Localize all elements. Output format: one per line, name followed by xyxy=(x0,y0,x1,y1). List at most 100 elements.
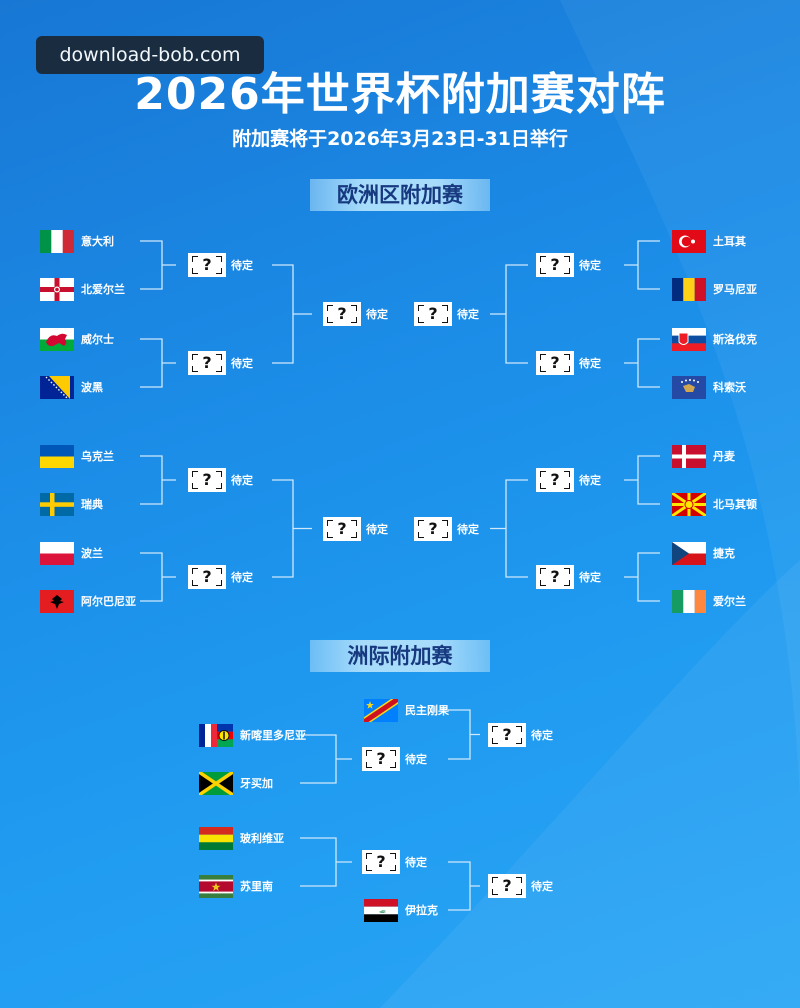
question-mark: ? xyxy=(550,353,560,372)
corner-mark xyxy=(216,471,222,477)
pending-match-winner: ? 待定 xyxy=(362,850,427,874)
team-name: 波黑 xyxy=(81,381,103,394)
corner-mark xyxy=(192,568,198,574)
corner-mark xyxy=(327,305,333,311)
corner-mark xyxy=(192,366,198,372)
unknown-team-icon: ? xyxy=(362,747,400,771)
bracket-connector xyxy=(624,455,660,505)
pending-label: 待定 xyxy=(531,729,553,742)
team-name: 意大利 xyxy=(81,235,114,248)
suriname-flag-icon xyxy=(199,874,233,898)
team-entry: 民主刚果 xyxy=(364,698,449,722)
page-title: 2026年世界杯附加赛对阵 xyxy=(134,69,666,120)
corner-mark xyxy=(516,877,522,883)
corner-mark xyxy=(564,354,570,360)
team-name: 北爱尔兰 xyxy=(81,283,125,296)
bracket-connector xyxy=(272,479,312,578)
unknown-team-icon: ? xyxy=(362,850,400,874)
corner-mark xyxy=(418,317,424,323)
team-entry: 丹麦 xyxy=(672,444,735,468)
question-mark: ? xyxy=(202,470,212,489)
team-name: 捷克 xyxy=(713,547,735,560)
question-mark: ? xyxy=(550,567,560,586)
team-name: 新喀里多尼亚 xyxy=(240,729,306,742)
north-macedonia-flag-icon xyxy=(672,492,706,516)
bracket-connector xyxy=(490,264,528,364)
team-name: 阿尔巴尼亚 xyxy=(81,595,136,608)
corner-mark xyxy=(192,483,198,489)
corner-mark xyxy=(540,354,546,360)
corner-mark xyxy=(192,256,198,262)
czech-flag-icon xyxy=(672,541,706,565)
pending-match-winner: ? 待定 xyxy=(536,253,601,277)
corner-mark xyxy=(390,750,396,756)
watermark: download-bob.com xyxy=(36,36,264,74)
corner-mark xyxy=(390,762,396,768)
unknown-team-icon: ? xyxy=(188,468,226,492)
bracket-connector xyxy=(300,734,352,784)
corner-mark xyxy=(540,580,546,586)
pending-match-winner: ? 待定 xyxy=(536,468,601,492)
question-mark: ? xyxy=(502,876,512,895)
pending-match-winner: ? 待定 xyxy=(323,302,388,326)
team-name: 民主刚果 xyxy=(405,704,449,717)
pending-match-winner: ? 待定 xyxy=(188,253,253,277)
dr-congo-flag-icon xyxy=(364,698,398,722)
corner-mark xyxy=(216,483,222,489)
team-name: 北马其顿 xyxy=(713,498,757,511)
romania-flag-icon xyxy=(672,277,706,301)
corner-mark xyxy=(540,256,546,262)
corner-mark xyxy=(366,750,372,756)
corner-mark xyxy=(390,865,396,871)
corner-mark xyxy=(540,483,546,489)
unknown-team-icon: ? xyxy=(536,468,574,492)
pending-match-winner: ? 待定 xyxy=(323,516,388,541)
team-entry: 威尔士 xyxy=(40,327,114,351)
corner-mark xyxy=(564,483,570,489)
team-entry: 瑞典 xyxy=(40,492,103,516)
question-mark: ? xyxy=(337,304,347,323)
bracket-connector xyxy=(624,552,660,602)
corner-mark xyxy=(192,580,198,586)
question-mark: ? xyxy=(202,255,212,274)
denmark-flag-icon xyxy=(672,444,706,468)
pending-label: 待定 xyxy=(231,571,253,584)
pending-match-winner: ? 待定 xyxy=(188,351,253,375)
question-mark: ? xyxy=(202,353,212,372)
pending-label: 待定 xyxy=(231,474,253,487)
team-entry: 北爱尔兰 xyxy=(40,277,125,301)
corner-mark xyxy=(418,531,424,538)
unknown-team-icon: ? xyxy=(323,516,361,541)
corner-mark xyxy=(564,580,570,586)
iraq-flag-icon: ﷲ xyxy=(364,898,398,922)
team-name: 苏里南 xyxy=(240,880,273,893)
bracket-connector xyxy=(272,264,312,364)
bracket-connector xyxy=(140,455,176,505)
corner-mark xyxy=(516,889,522,895)
wales-flag-icon xyxy=(40,327,74,351)
corner-mark xyxy=(492,738,498,744)
unknown-team-icon: ? xyxy=(536,351,574,375)
question-mark: ? xyxy=(550,255,560,274)
team-name: 牙买加 xyxy=(240,777,273,790)
pending-label: 待定 xyxy=(231,357,253,370)
pending-match-winner: ? 待定 xyxy=(188,468,253,492)
corner-mark xyxy=(390,853,396,859)
team-name: 科索沃 xyxy=(713,381,746,394)
bracket-connector xyxy=(448,861,480,911)
corner-mark xyxy=(366,865,372,871)
team-entry: 乌克兰 xyxy=(40,444,114,468)
corner-mark xyxy=(442,519,448,526)
page-subtitle: 附加赛将于2026年3月23日-31日举行 xyxy=(232,128,568,150)
turkey-flag-icon xyxy=(672,229,706,253)
team-entry: 爱尔兰 xyxy=(672,589,746,613)
team-entry: 波黑 xyxy=(40,375,103,399)
team-name: 爱尔兰 xyxy=(713,595,746,608)
unknown-team-icon: ? xyxy=(323,302,361,326)
corner-mark xyxy=(564,268,570,274)
corner-mark xyxy=(216,366,222,372)
team-name: 波兰 xyxy=(81,547,103,560)
team-entry: 新喀里多尼亚 xyxy=(199,723,306,747)
bracket-connector xyxy=(140,338,176,388)
bosnia-flag-icon xyxy=(40,375,74,399)
